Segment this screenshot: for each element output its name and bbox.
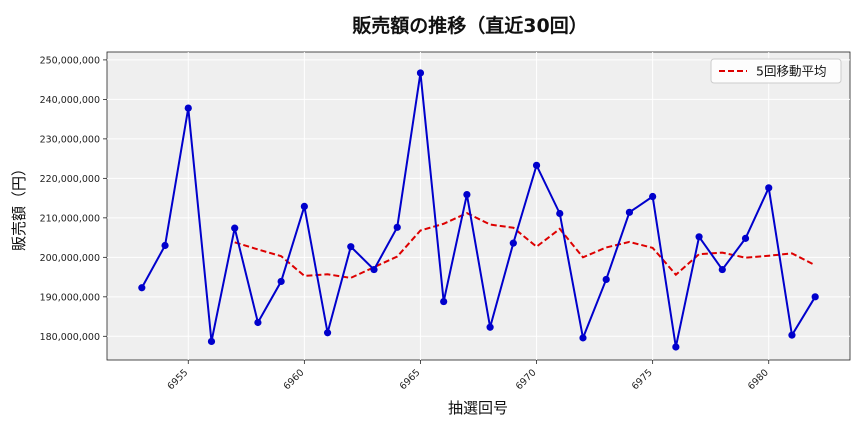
sales-point — [672, 343, 680, 351]
sales-point — [556, 209, 564, 218]
sales-point — [579, 334, 587, 342]
plot-area — [106, 51, 851, 361]
y-axis-label: 販売額（円） — [10, 161, 28, 251]
y-axis-ticks: 180,000,000 190,000,000 200,000,000 210,000… — [40, 55, 107, 343]
sales-point — [231, 224, 239, 232]
sales-point — [277, 277, 285, 286]
sales-point — [184, 104, 192, 112]
sales-point — [323, 329, 332, 337]
sales-point — [207, 337, 216, 346]
legend: 5回移動平均 — [710, 58, 842, 84]
y-tick-label: 240,000,000 — [40, 95, 100, 106]
y-tick-label: 190,000,000 — [40, 292, 100, 303]
x-tick-label: 6965 — [398, 367, 423, 392]
y-tick-label: 200,000,000 — [40, 253, 100, 264]
sales-point — [370, 265, 378, 274]
sales-point — [649, 192, 657, 201]
sales-point — [463, 190, 471, 199]
sales-point — [347, 243, 355, 251]
sales-point — [602, 275, 610, 284]
chart-title: 販売額の推移（直近30回） — [352, 14, 587, 37]
sales-point — [138, 284, 146, 292]
sales-point — [509, 239, 517, 247]
y-tick-label: 210,000,000 — [40, 213, 100, 224]
sales-point — [416, 69, 425, 77]
x-axis-ticks: 6955 6960 6965 6970 6975 6980 — [166, 360, 771, 392]
x-tick-label: 6955 — [166, 367, 191, 392]
legend-label-moving-average: 5回移動平均 — [756, 64, 826, 79]
sales-point — [440, 297, 448, 306]
sales-point — [486, 323, 494, 331]
x-tick-label: 6960 — [282, 367, 307, 392]
y-tick-label: 230,000,000 — [40, 134, 100, 145]
sales-point — [718, 265, 726, 274]
moving-average-line — [234, 212, 816, 279]
sales-point — [161, 241, 169, 250]
sales-point — [695, 233, 703, 241]
sales-point — [625, 208, 634, 216]
y-tick-label: 180,000,000 — [40, 332, 100, 343]
y-tick-label: 250,000,000 — [40, 55, 100, 66]
sales-point — [300, 202, 308, 210]
y-tick-label: 220,000,000 — [40, 174, 100, 185]
x-tick-label: 6975 — [630, 367, 655, 392]
sales-point — [741, 234, 750, 242]
sales-point — [788, 331, 796, 339]
legend-box — [710, 58, 842, 84]
sales-point — [811, 293, 819, 301]
x-tick-label: 6970 — [514, 367, 539, 392]
sales-point — [254, 318, 262, 327]
x-tick-label: 6980 — [746, 367, 771, 392]
sales-point — [393, 223, 401, 231]
sales-line — [140, 72, 817, 348]
series-layer — [138, 69, 819, 351]
x-axis-label: 抽選回号 — [448, 399, 508, 417]
sales-point — [765, 184, 773, 192]
sales-point — [532, 161, 541, 169]
grid-lines — [107, 52, 850, 360]
